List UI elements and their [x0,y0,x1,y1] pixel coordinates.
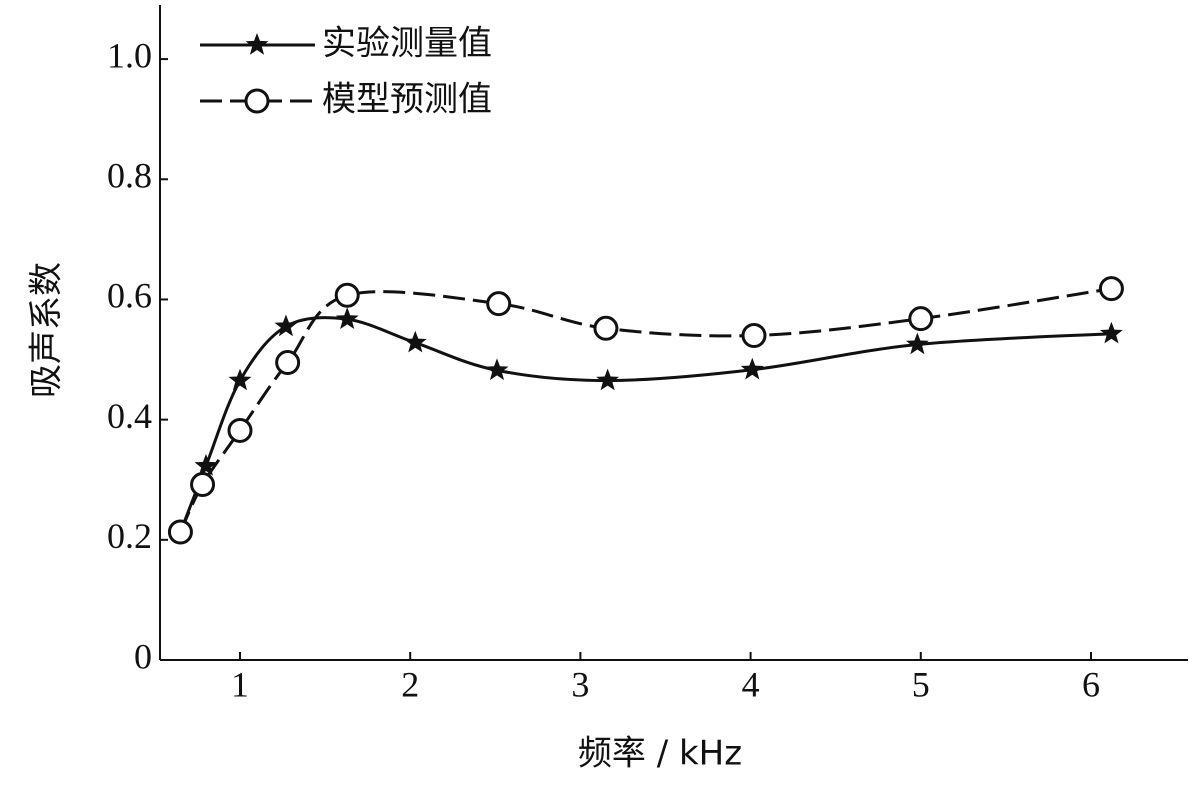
circle-marker [741,323,767,349]
y-axis-label: 吸声系数 [27,262,67,398]
star-marker [194,453,218,476]
circle-marker [275,350,301,376]
star-marker [245,33,269,55]
legend-label: 模型预测值 [322,80,492,120]
circle-marker [486,291,512,317]
star-marker [485,358,509,381]
star-marker [274,314,298,337]
circle-marker [593,315,619,341]
y-tick-label: 1.0 [107,35,152,75]
y-tick-label: 0.8 [107,156,152,196]
circle-marker [244,88,270,114]
legend-label: 实验测量值 [322,24,492,64]
x-tick-label: 5 [912,664,930,704]
star-marker [1099,321,1123,344]
circle-marker [1098,276,1124,302]
star-marker [228,368,252,391]
star-marker [905,332,929,355]
series-line [179,316,1112,533]
x-tick-label: 4 [742,664,760,704]
x-tick-label: 1 [231,664,249,704]
series-line [179,287,1112,533]
circle-marker [908,306,934,332]
star-marker [403,330,427,353]
circle-marker [167,519,193,545]
x-tick-label: 3 [571,664,589,704]
y-tick-label: 0.2 [107,516,152,556]
x-tick-label: 6 [1082,664,1100,704]
x-tick-label: 2 [401,664,419,704]
star-marker [596,368,620,391]
star-marker [740,357,764,380]
y-tick-label: 0.6 [107,276,152,316]
circle-marker [334,282,360,308]
circle-marker [190,472,216,498]
circle-marker [227,417,253,443]
y-tick-label: 0.4 [107,396,152,436]
y-tick-label: 0 [134,636,152,676]
star-marker [335,307,359,329]
x-axis-label: 频率 / kHz [578,734,742,774]
